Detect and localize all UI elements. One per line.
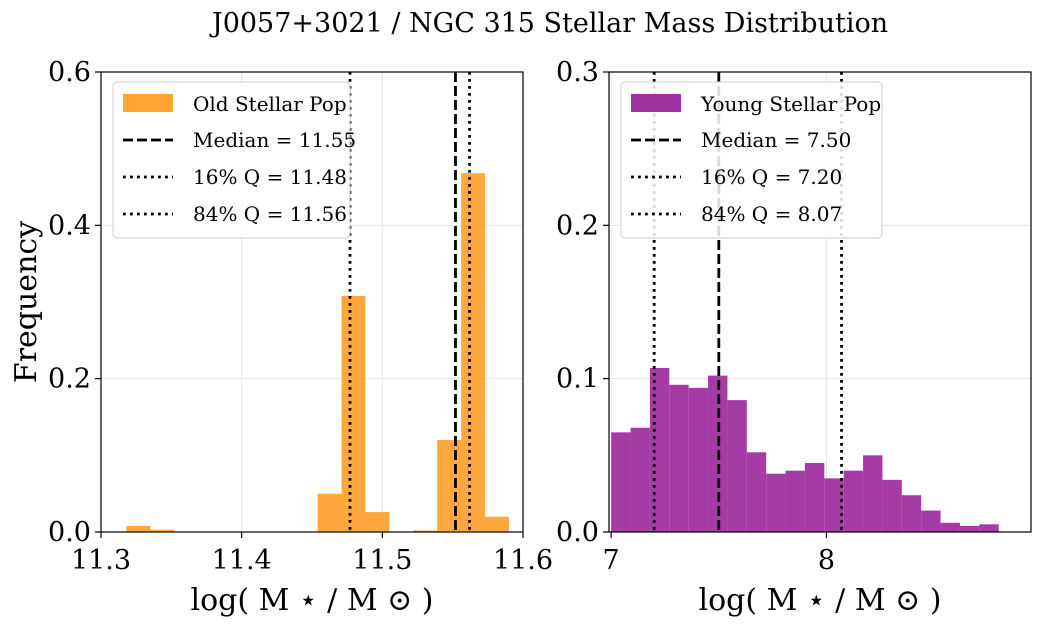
y-tick-label: 0.1 [556,364,599,395]
y-tick-label: 0.2 [48,364,91,395]
legend: Old Stellar Pop Median = 11.55 16% Q = 11.… [112,81,356,239]
legend-label: 16% Q = 11.48 [193,165,347,189]
legend-label: 16% Q = 7.20 [701,165,842,189]
legend-label: 84% Q = 8.07 [701,202,842,226]
histogram-bar [940,522,960,532]
x-tick-label: 8 [818,545,835,576]
histogram-bar [485,516,509,532]
legend-box [112,81,351,239]
legend-box [620,81,883,239]
histogram-bar [766,473,786,532]
histogram-bar [882,479,902,532]
y-tick-label: 0.0 [556,517,599,548]
y-tick-label: 0.0 [48,517,91,548]
histogram-bar [413,530,438,532]
histogram-bar [727,400,747,532]
legend-label: Median = 7.50 [701,128,851,152]
axes-frame [100,71,524,533]
histogram-bar [979,524,999,532]
legend-label: Median = 11.55 [193,128,356,152]
young-stellar-pop-panel: 7 8 0.0 0.1 0.2 0.3 log( M ⋆ / M ⊙ ) Young Stel… [556,57,1032,618]
legend-swatch [631,94,681,112]
histogram-bar [365,512,390,532]
histogram-bar [959,525,980,532]
figure-title: J0057+3021 / NGC 315 Stellar Mass Distri… [209,8,888,39]
histogram-bar [863,455,883,532]
histogram-bar [461,173,486,532]
x-tick-label: 11.3 [71,545,131,576]
y-axis-label: Frequency [9,221,44,383]
legend-label: Old Stellar Pop [193,92,347,116]
y-tick-label: 0.4 [48,210,91,241]
histogram-bar [341,295,366,532]
histogram-bar [317,493,342,532]
histogram-bar [785,470,805,532]
x-tick-label: 11.6 [493,545,553,576]
legend-swatch [123,94,173,112]
x-axis-label: log( M ⋆ / M ⊙ ) [699,583,942,618]
histogram-bar [688,387,709,532]
x-tick-label: 11.4 [212,545,272,576]
histogram-bar [669,384,689,532]
histogram-bar [746,452,767,532]
y-tick-label: 0.3 [556,57,599,88]
histogram-bar [150,529,175,532]
histogram-bar [611,432,631,532]
x-tick-label: 7 [603,545,620,576]
legend: Young Stellar Pop Median = 7.50 16% Q = 7.… [620,81,883,239]
axes-frame [608,71,1032,533]
x-tick-label: 11.5 [352,545,412,576]
histogram-bar [901,495,922,532]
legend-label: 84% Q = 11.56 [193,202,347,226]
y-tick-label: 0.6 [48,57,91,88]
y-tick-label: 0.2 [556,210,599,241]
x-axis-label: log( M ⋆ / M ⊙ ) [191,583,434,618]
histogram-bar [824,478,844,532]
histogram-bar [630,427,650,532]
histogram-bar [843,470,864,532]
histogram-bar [437,440,462,532]
histogram-bar [126,525,151,532]
histogram-bar [804,463,825,532]
old-stellar-pop-panel: 11.3 11.4 11.5 11.6 0.0 0.2 0.4 0.6 log( M ⋆ / M… [9,57,553,618]
histogram-bar [921,510,941,532]
legend-label: Young Stellar Pop [700,92,881,116]
